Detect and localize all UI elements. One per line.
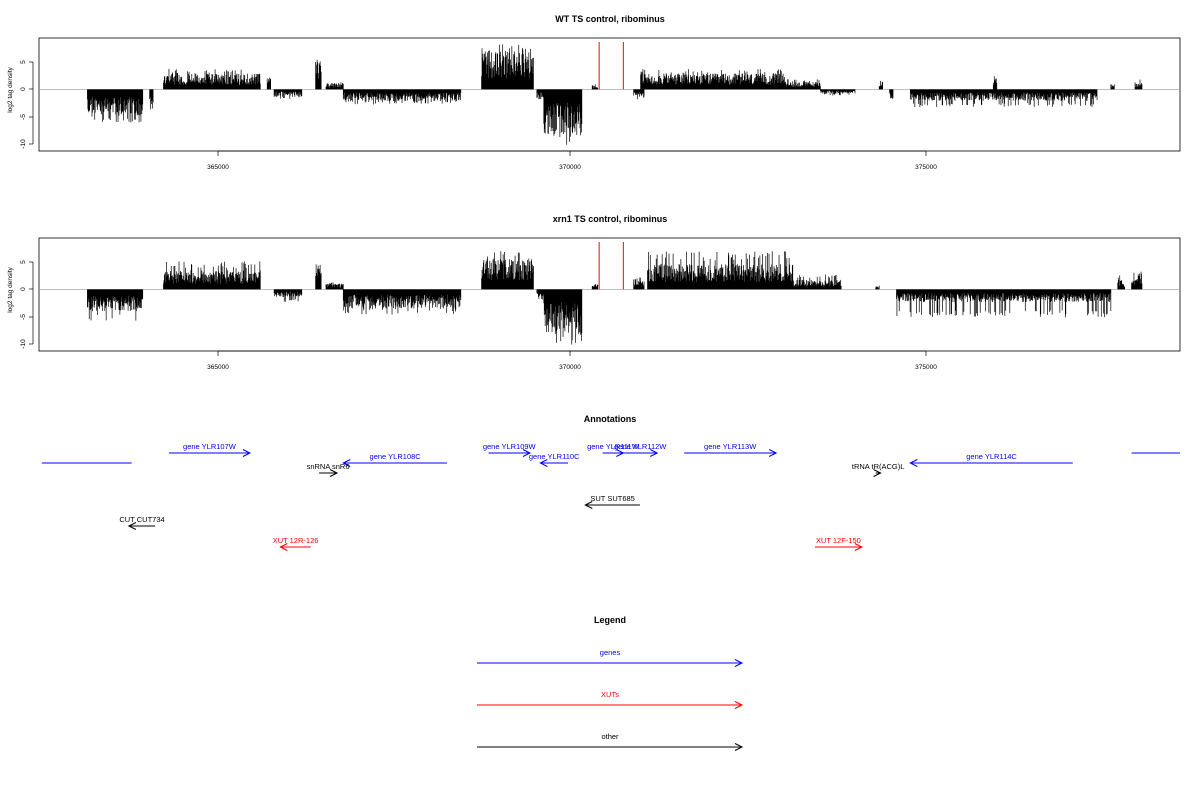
annotation-arrow: gene YLR108C — [342, 452, 447, 467]
annotation-label: gene YLR108C — [370, 452, 422, 461]
annotation-label: gene YLR110C — [529, 452, 580, 461]
density-bars — [87, 251, 1143, 345]
y-axis: 5 0 -5 -10 — [20, 60, 34, 149]
legend-title: Legend — [594, 615, 626, 625]
annotation-label: gene YLR113W — [704, 442, 757, 451]
annotation-arrow: CUT CUT734 — [119, 515, 165, 530]
panel-title: WT TS control, ribominus — [555, 14, 665, 24]
annotation-label: gene YLR109W — [483, 442, 537, 451]
x-tick-label: 370000 — [559, 164, 581, 171]
annotation-label: snRNA snR6 — [307, 462, 350, 471]
annotation-arrow: gene YLR110C — [529, 452, 580, 467]
y-tick-label: 5 — [20, 260, 27, 264]
highlight-markers — [598, 42, 624, 90]
y-tick-label: 0 — [20, 87, 27, 91]
annotation-features: gene YLR107W gene YLR108C snRNA snR6 gene Y… — [41, 442, 1180, 551]
annotations-title: Annotations — [584, 414, 637, 424]
annotation-arrow: SUT SUT685 — [584, 494, 640, 509]
annotations-panel: Annotations gene YLR107W gene YLR108C snRN… — [41, 414, 1180, 551]
legend-arrow: genes — [477, 648, 744, 667]
y-tick-label: -5 — [20, 314, 27, 320]
annotation-arrow: gene YLR114C — [909, 452, 1073, 467]
annotation-arrow: gene YLR107W — [169, 442, 252, 457]
panel-xrn1: xrn1 TS control, ribominus log2 tag dens… — [7, 214, 1181, 371]
bar-series — [39, 251, 1180, 345]
annotation-arrow: gene YLR112W — [614, 442, 667, 457]
annotation-label: gene YLR111W — [587, 442, 640, 451]
x-axis: 365000 370000 375000 — [207, 150, 937, 171]
legend-panel: Legend genes XUTs other — [477, 615, 744, 751]
y-tick-label: -10 — [20, 139, 27, 149]
legend-arrow: other — [477, 732, 744, 751]
annotation-label: XUT 12F-150 — [816, 536, 861, 545]
annotation-label: gene YLR112W — [614, 442, 667, 451]
y-tick-label: 0 — [20, 287, 27, 291]
annotation-arrow: snRNA snR6 — [307, 462, 350, 477]
legend-label: genes — [600, 648, 621, 657]
x-tick-label: 365000 — [207, 164, 229, 171]
y-axis: 5 0 -5 -10 — [20, 260, 34, 349]
annotation-label: gene YLR114C — [966, 452, 1017, 461]
y-tick-label: -10 — [20, 339, 27, 349]
annotation-arrow: gene YLR109W — [483, 442, 537, 457]
annotation-arrow: gene YLR113W — [684, 442, 778, 457]
annotation-arrow: gene YLR111W — [587, 442, 640, 457]
annotation-label: XUT 12R-126 — [273, 536, 319, 545]
legend-label: XUTs — [601, 690, 619, 699]
bar-series — [39, 44, 1180, 145]
density-bars — [87, 44, 1143, 145]
legend-arrow: XUTs — [477, 690, 744, 709]
highlight-markers — [598, 242, 624, 290]
y-tick-label: 5 — [20, 60, 27, 64]
annotation-label: tRNA tR(ACG)L — [852, 462, 905, 471]
annotation-arrow: XUT 12R-126 — [273, 536, 319, 551]
legend-items: genes XUTs other — [477, 648, 744, 751]
y-axis-label: log2 tag density — [7, 266, 14, 312]
legend-label: other — [601, 732, 619, 741]
x-tick-label: 370000 — [559, 364, 581, 371]
y-tick-label: -5 — [20, 114, 27, 120]
panel-title: xrn1 TS control, ribominus — [553, 214, 668, 224]
annotation-label: CUT CUT734 — [119, 515, 164, 524]
annotation-label: gene YLR107W — [183, 442, 237, 451]
panel-wt: WT TS control, ribominus log2 tag densit… — [7, 14, 1181, 171]
annotation-arrow: XUT 12F-150 — [814, 536, 864, 551]
x-tick-label: 375000 — [915, 364, 937, 371]
x-tick-label: 365000 — [207, 364, 229, 371]
x-axis: 365000 370000 375000 — [207, 350, 937, 371]
annotation-arrow: tRNA tR(ACG)L — [852, 462, 905, 477]
annotation-label: SUT SUT685 — [590, 494, 634, 503]
y-axis-label: log2 tag density — [7, 66, 14, 112]
x-tick-label: 375000 — [915, 164, 937, 171]
